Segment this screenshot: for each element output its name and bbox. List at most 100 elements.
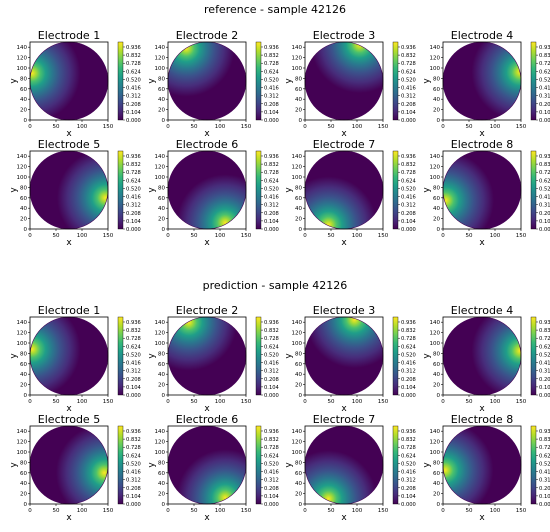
colorbar-tick-label: 0.000 bbox=[401, 393, 416, 399]
colorbar-tick-label: 0.728 bbox=[126, 61, 141, 67]
heatmap-field bbox=[305, 151, 383, 229]
y-tick-label: 60 bbox=[433, 471, 440, 477]
colorbar-tick-label: 0.520 bbox=[401, 352, 416, 358]
colorbar-tick-label: 0.312 bbox=[401, 478, 416, 484]
x-axis-label: x bbox=[204, 238, 210, 248]
colorbar bbox=[117, 316, 124, 396]
axes-frame bbox=[167, 150, 247, 230]
y-tick-label: 100 bbox=[17, 341, 28, 347]
colorbar-tick-label: 0.728 bbox=[401, 445, 416, 451]
y-axis-label: y bbox=[422, 353, 432, 359]
colorbar-tick-label: 0.832 bbox=[126, 437, 141, 443]
colorbar-tick-label: 0.728 bbox=[126, 445, 141, 451]
y-tick-label: 20 bbox=[20, 492, 27, 498]
colorbar-tick-label: 0.832 bbox=[401, 437, 416, 443]
colorbar-tick-label: 0.208 bbox=[539, 377, 550, 383]
heatmap-panel: Electrode 6 0 50 100 150 x 0 20 40 60 80 100 120 140 y… bbox=[147, 413, 280, 523]
x-axis-label: x bbox=[341, 129, 347, 139]
colorbar-tick-label: 0.728 bbox=[264, 61, 279, 67]
x-tick-label: 150 bbox=[103, 124, 114, 130]
x-tick-label: 50 bbox=[53, 233, 60, 239]
colorbar-tick-label: 0.000 bbox=[264, 227, 279, 233]
x-tick-label: 100 bbox=[77, 233, 88, 239]
colorbar-tick-label: 0.416 bbox=[401, 470, 416, 476]
axes-frame bbox=[304, 425, 384, 505]
colorbar-tick-label: 0.936 bbox=[539, 45, 550, 51]
heatmap-field bbox=[443, 42, 521, 120]
colorbar-tick-label: 0.520 bbox=[126, 186, 141, 192]
x-tick-label: 150 bbox=[516, 233, 527, 239]
colorbar-tick-label: 0.832 bbox=[539, 437, 550, 443]
y-tick-label: 20 bbox=[158, 108, 165, 114]
y-tick-label: 60 bbox=[295, 471, 302, 477]
y-tick-label: 120 bbox=[430, 331, 441, 337]
x-tick-label: 100 bbox=[215, 399, 226, 405]
y-tick-label: 40 bbox=[20, 206, 27, 212]
y-axis-label: y bbox=[422, 187, 432, 193]
y-tick-label: 0 bbox=[24, 393, 28, 399]
colorbar-tick-label: 0.208 bbox=[126, 377, 141, 383]
y-tick-label: 120 bbox=[430, 56, 441, 62]
colorbar-tick-label: 0.416 bbox=[126, 361, 141, 367]
colorbar-tick-label: 0.104 bbox=[126, 385, 142, 391]
heatmap-field bbox=[305, 317, 383, 395]
panel-title: Electrode 3 bbox=[313, 304, 375, 317]
y-tick-label: 20 bbox=[295, 108, 302, 114]
heatmap-panel: Electrode 4 0 50 100 150 x 0 20 40 60 80 100 120 140 y… bbox=[422, 29, 550, 139]
y-tick-label: 20 bbox=[433, 217, 440, 223]
y-axis-label: y bbox=[284, 78, 294, 84]
colorbar-tick-label: 0.520 bbox=[126, 461, 141, 467]
colorbar-tick-label: 0.416 bbox=[126, 195, 141, 201]
x-tick-label: 100 bbox=[490, 399, 501, 405]
x-tick-label: 50 bbox=[191, 124, 198, 130]
heatmap-field bbox=[168, 426, 246, 504]
heatmap-field bbox=[443, 151, 521, 229]
y-tick-label: 100 bbox=[292, 450, 303, 456]
colorbar-tick-label: 0.936 bbox=[401, 320, 416, 326]
x-axis-label: x bbox=[341, 238, 347, 248]
colorbar-tick-label: 0.936 bbox=[401, 45, 416, 51]
y-axis-label: y bbox=[284, 353, 294, 359]
y-tick-label: 40 bbox=[295, 372, 302, 378]
heatmap-panel: Electrode 6 0 50 100 150 x 0 20 40 60 80 100 120 140 y… bbox=[147, 138, 280, 248]
panel-title: Electrode 6 bbox=[176, 413, 238, 426]
prediction-section-title: prediction - sample 42126 bbox=[202, 279, 348, 292]
colorbar-tick-label: 0.520 bbox=[264, 186, 279, 192]
colorbar-tick-label: 0.832 bbox=[126, 328, 141, 334]
y-tick-label: 140 bbox=[292, 320, 303, 326]
y-tick-label: 80 bbox=[433, 76, 440, 82]
colorbar-tick-label: 0.312 bbox=[539, 94, 550, 100]
axes-frame bbox=[304, 150, 384, 230]
y-tick-label: 20 bbox=[158, 383, 165, 389]
colorbar-tick-label: 0.208 bbox=[264, 377, 279, 383]
colorbar-tick-label: 0.312 bbox=[264, 478, 279, 484]
y-tick-label: 0 bbox=[437, 393, 441, 399]
colorbar-tick-label: 0.936 bbox=[401, 429, 416, 435]
heatmap-field bbox=[443, 426, 521, 504]
colorbar-tick-label: 0.520 bbox=[401, 461, 416, 467]
colorbar-tick-label: 0.832 bbox=[264, 437, 279, 443]
colorbar-tick-label: 0.936 bbox=[539, 429, 550, 435]
x-axis-label: x bbox=[479, 238, 485, 248]
colorbar-tick-label: 0.104 bbox=[539, 494, 550, 500]
colorbar-tick-label: 0.000 bbox=[264, 118, 279, 124]
y-tick-label: 0 bbox=[24, 502, 28, 508]
heatmap-panel: Electrode 2 0 50 100 150 x 0 20 40 60 80 100 120 140 y… bbox=[147, 304, 280, 414]
y-tick-label: 40 bbox=[20, 97, 27, 103]
panel-title: Electrode 5 bbox=[38, 413, 100, 426]
y-tick-label: 0 bbox=[24, 118, 28, 124]
x-tick-label: 100 bbox=[352, 124, 363, 130]
y-tick-label: 60 bbox=[295, 196, 302, 202]
y-tick-label: 100 bbox=[292, 66, 303, 72]
x-tick-label: 100 bbox=[77, 508, 88, 514]
colorbar-tick-label: 0.104 bbox=[539, 385, 550, 391]
axes-frame bbox=[442, 316, 522, 396]
colorbar-tick-label: 0.208 bbox=[401, 377, 416, 383]
colorbar-tick-label: 0.208 bbox=[401, 211, 416, 217]
y-tick-label: 140 bbox=[17, 45, 28, 51]
colorbar-tick-label: 0.208 bbox=[264, 486, 279, 492]
y-tick-label: 0 bbox=[162, 502, 166, 508]
colorbar-tick-label: 0.832 bbox=[401, 162, 416, 168]
colorbar-tick-label: 0.208 bbox=[264, 102, 279, 108]
x-axis-label: x bbox=[66, 238, 72, 248]
